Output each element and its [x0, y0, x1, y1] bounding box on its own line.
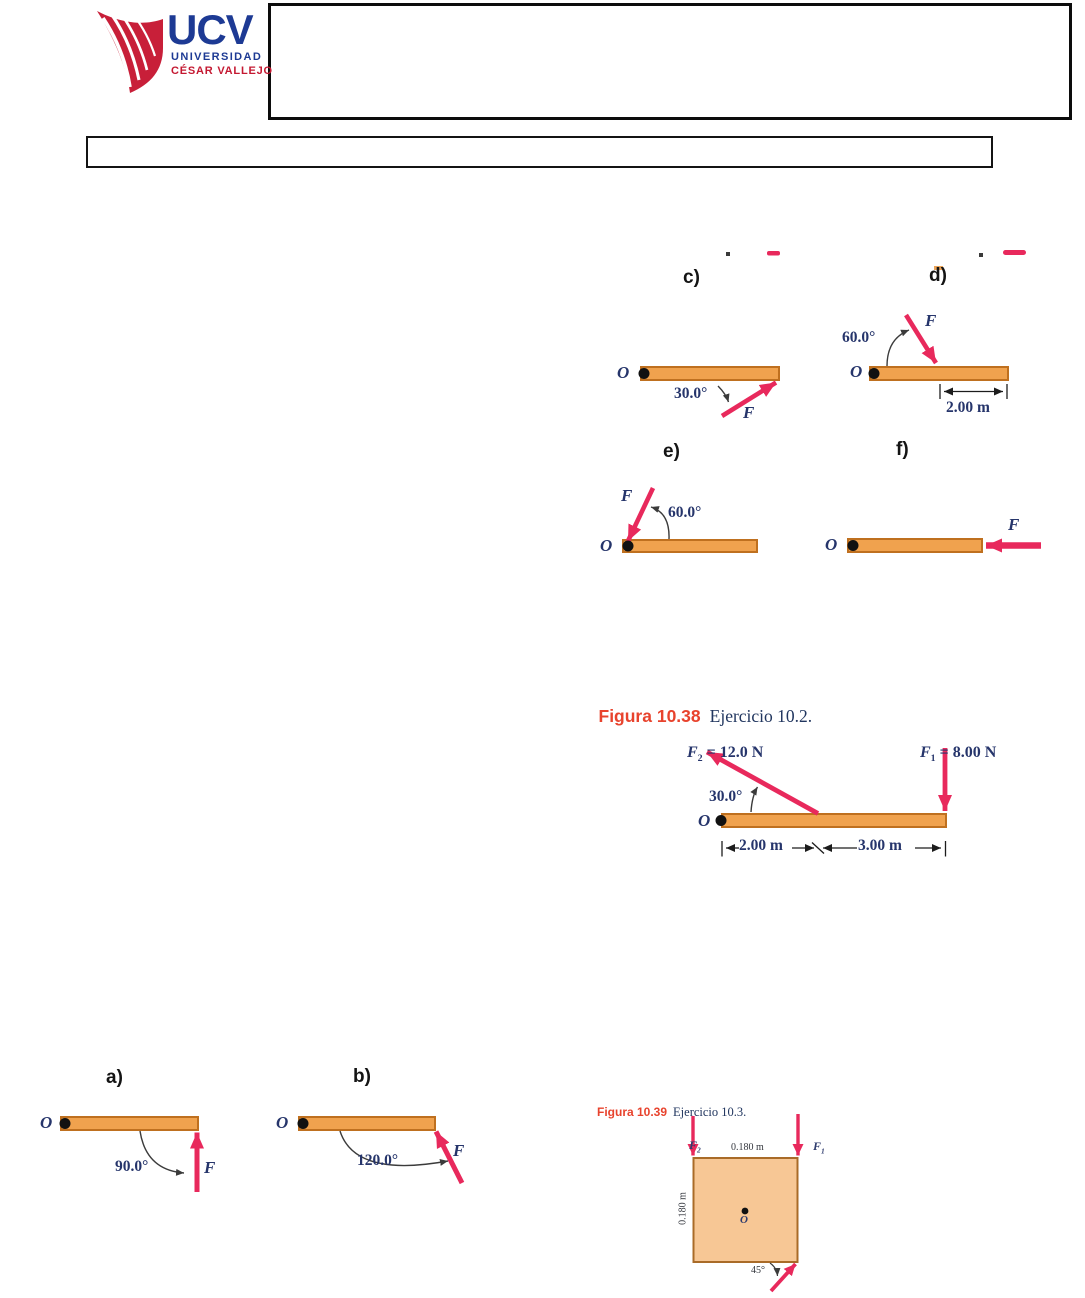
force-arrow-f2: [705, 749, 820, 816]
plate-width-label: 0.180 m: [731, 1142, 764, 1153]
pivot-label: O: [825, 535, 838, 554]
fragment-orange: [934, 266, 943, 270]
center-dot: [741, 1207, 749, 1215]
f2-value: = 12.0 N: [702, 744, 764, 761]
fragment-red-dash: [767, 251, 780, 256]
diagram-e: [622, 487, 758, 553]
force-arrow: [904, 313, 938, 365]
angle-label: 90.0°: [115, 1158, 149, 1175]
dim-label: 2.00 m: [739, 837, 783, 854]
pivot-dot: [638, 368, 650, 379]
force-arrow-f3: [769, 1262, 797, 1293]
diagram-a-label: a): [106, 1067, 123, 1088]
diagram-b: [297, 1116, 465, 1185]
caption-tag: Figura 10.38: [598, 706, 701, 726]
header-box: [268, 3, 1072, 120]
fragment-red-dash: [1003, 250, 1026, 255]
angle-label: 60.0°: [842, 329, 876, 346]
f3-label: F3: [780, 1281, 804, 1298]
rod: [622, 539, 758, 553]
angle-label: 30.0°: [674, 385, 708, 402]
angle-arc: [886, 329, 910, 367]
dim-star-slash: [811, 842, 825, 854]
angle-arc: [339, 1130, 449, 1167]
figure-1039: [687, 1114, 804, 1293]
angle-label: 45°: [751, 1265, 765, 1276]
force-label: F: [453, 1141, 465, 1160]
f1-subscript: 1: [930, 753, 936, 765]
force-label: F: [743, 403, 755, 422]
force-arrow: [625, 487, 656, 542]
caption-text: Ejercicio 10.3.: [673, 1105, 747, 1119]
diagram-f-label: f): [896, 439, 909, 460]
f1-symbol: F: [920, 744, 931, 761]
force-label: F: [1008, 515, 1020, 534]
plate-center-label: O: [740, 1214, 748, 1226]
force-arrow: [433, 1130, 465, 1185]
rod: [60, 1116, 199, 1131]
angle-arc: [139, 1130, 185, 1176]
pivot-dot: [59, 1118, 71, 1129]
diagram-a: [59, 1116, 204, 1192]
pivot-dot: [847, 540, 859, 551]
rod: [721, 813, 947, 828]
rod: [640, 366, 780, 381]
caption-tag: Figura 10.39: [597, 1105, 668, 1119]
diagram-e-label: e): [663, 441, 680, 462]
pivot-dot: [297, 1118, 309, 1129]
figure-1038: [705, 748, 952, 857]
diagram-d-label: d): [929, 265, 947, 286]
angle-label: 30.0°: [709, 788, 743, 805]
angle-label: 120.0°: [357, 1152, 399, 1169]
pivot-label: O: [698, 811, 711, 830]
pivot-label: O: [600, 536, 613, 555]
pivot-dot: [868, 368, 880, 379]
pivot-dot: [715, 815, 727, 826]
pivot-label: O: [850, 362, 863, 381]
angle-label: 60.0°: [668, 504, 702, 521]
force-arrow: [720, 380, 778, 418]
angle-arc: [717, 385, 730, 403]
pivot-label: O: [617, 363, 630, 382]
logo-name: CÉSAR VALLEJO: [171, 65, 273, 77]
f1-label: F1: [813, 1139, 825, 1156]
f2-label: F2: [689, 1138, 701, 1155]
figure-1038-caption: Figura 10.38 Ejercicio 10.2.: [581, 685, 813, 748]
f2-symbol: F: [687, 744, 698, 761]
diagram-c-label: c): [683, 267, 700, 288]
angle-arc: [750, 786, 759, 813]
force-label: F: [925, 311, 937, 330]
fragment-dot: [979, 253, 983, 257]
fragment-dot: [726, 252, 730, 256]
dim-label: 3.00 m: [858, 837, 902, 854]
rod: [869, 366, 1009, 381]
dim-label: 2.00 m: [946, 399, 990, 416]
figure-1039-caption: Figura 10.39 Ejercicio 10.3.: [585, 1090, 746, 1135]
diagram-b-label: b): [353, 1066, 371, 1087]
rod: [847, 538, 983, 553]
logo-acronym: UCV: [167, 6, 254, 53]
force-label: F: [621, 486, 633, 505]
f2-value-label: F2 = 12.0 N: [671, 726, 763, 782]
diagram-f: [847, 538, 1041, 553]
pivot-label: O: [276, 1113, 289, 1132]
angle-arc: [769, 1262, 781, 1277]
f2-subscript: 2: [697, 753, 703, 765]
title-box: [86, 136, 993, 168]
logo-university: UNIVERSIDAD: [171, 51, 263, 63]
caption-text: Ejercicio 10.2.: [709, 706, 813, 726]
plate-height-label: 0.180 m: [677, 1192, 689, 1225]
diagram-d: [868, 313, 1009, 399]
ucv-logo-shield-icon: [97, 11, 163, 93]
pivot-label: O: [40, 1113, 53, 1132]
force-label: F: [204, 1158, 216, 1177]
f1-value: = 8.00 N: [935, 744, 997, 761]
pivot-dot: [622, 540, 634, 552]
diagram-c: [638, 366, 780, 418]
rod: [298, 1116, 436, 1131]
f1-value-label: F1 = 8.00 N: [904, 726, 996, 782]
angle-arc: [650, 506, 670, 540]
